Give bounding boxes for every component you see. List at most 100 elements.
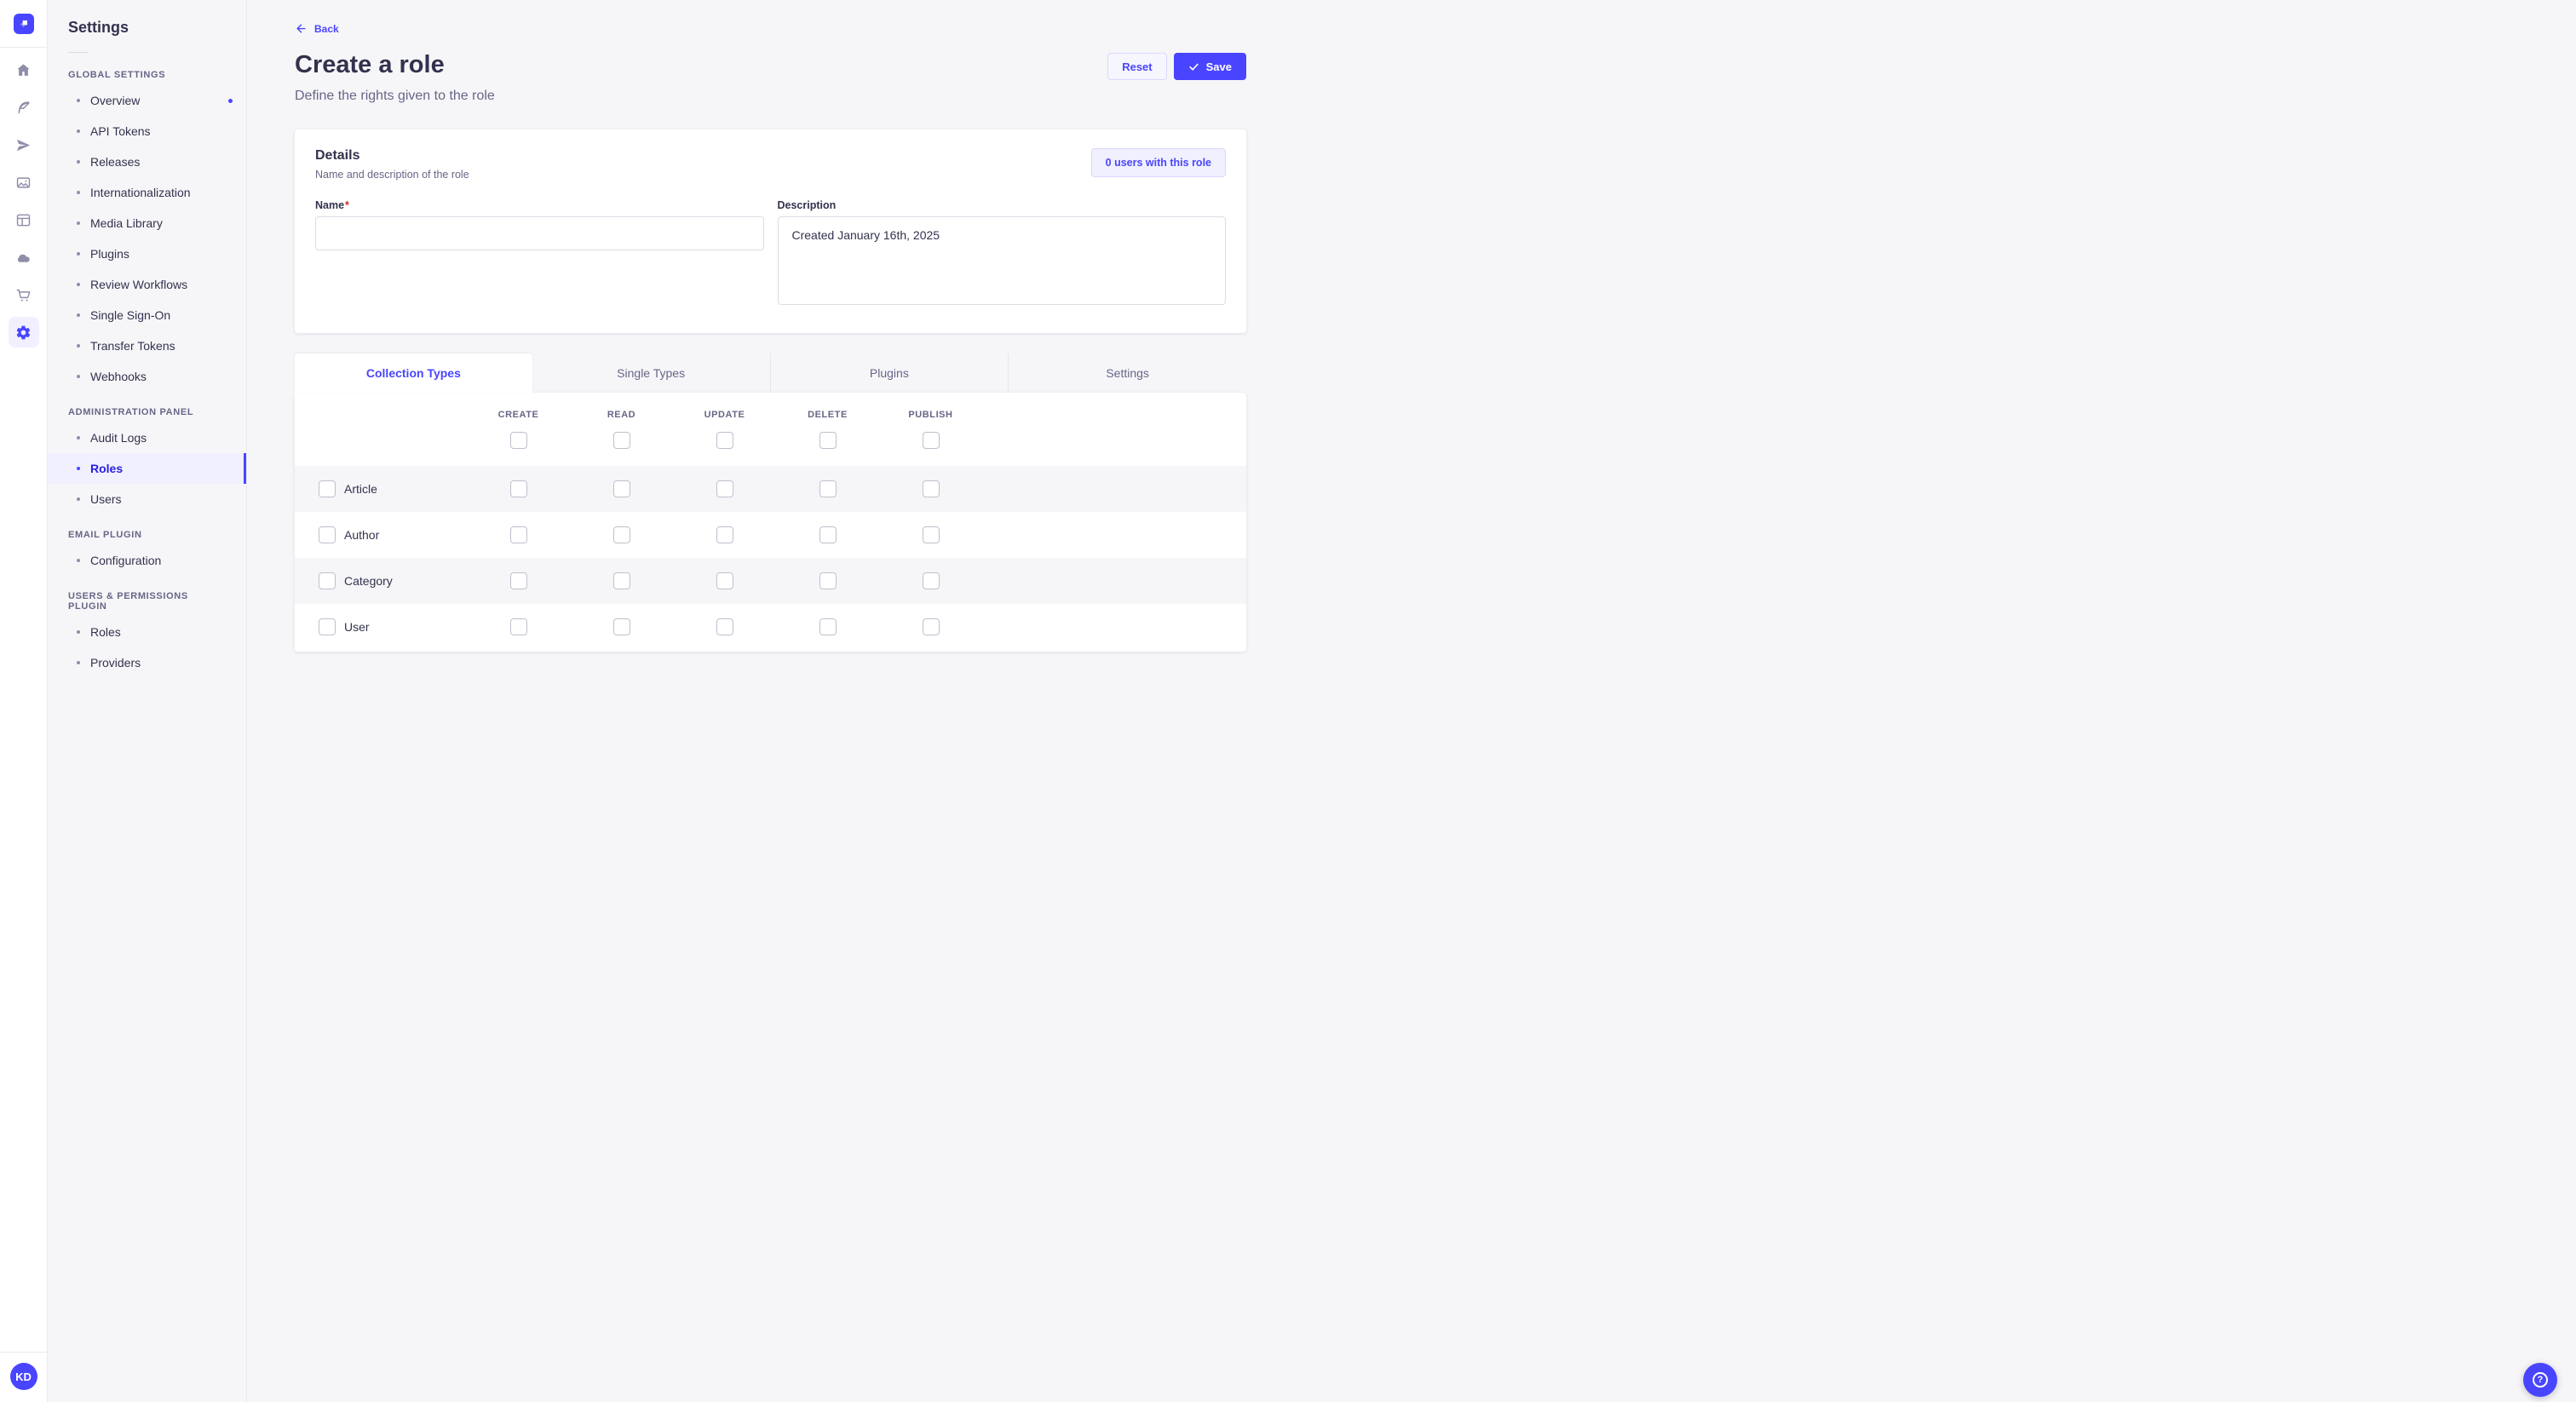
- back-link[interactable]: Back: [295, 22, 339, 35]
- select-all-publish-checkbox[interactable]: [922, 432, 940, 449]
- author-update-checkbox[interactable]: [716, 526, 733, 543]
- bullet-icon: [77, 497, 80, 501]
- nav-media-library-button[interactable]: [9, 167, 39, 198]
- details-subtitle: Name and description of the role: [315, 169, 469, 181]
- sidebar-item-configuration[interactable]: Configuration: [48, 545, 246, 576]
- section-label-email-plugin: EMAIL PLUGIN: [68, 530, 142, 540]
- nav-marketplace-button[interactable]: [9, 279, 39, 310]
- article-create-checkbox[interactable]: [509, 480, 527, 497]
- sidebar-item-review-workflows[interactable]: Review Workflows: [48, 269, 246, 300]
- article-publish-checkbox[interactable]: [922, 480, 940, 497]
- select-all-update-checkbox[interactable]: [716, 432, 733, 449]
- sidebar-title: Settings: [68, 19, 129, 36]
- article-update-checkbox[interactable]: [716, 480, 733, 497]
- details-title: Details: [315, 148, 360, 163]
- permission-row-author: Author: [295, 512, 1246, 558]
- sidebar-item-users[interactable]: Users: [48, 484, 246, 514]
- category-read-checkbox[interactable]: [612, 572, 630, 589]
- sidebar-item-label: Releases: [90, 155, 141, 169]
- user-update-checkbox[interactable]: [716, 618, 733, 635]
- permissions-tabs: Collection Types Single Types Plugins Setti…: [295, 353, 1246, 393]
- user-publish-checkbox[interactable]: [922, 618, 940, 635]
- author-read-checkbox[interactable]: [612, 526, 630, 543]
- article-read-checkbox[interactable]: [612, 480, 630, 497]
- sidebar-item-label: Review Workflows: [90, 278, 188, 291]
- nav-content-manager-button[interactable]: [9, 92, 39, 123]
- column-header-update: UPDATE: [704, 410, 745, 420]
- user-create-checkbox[interactable]: [509, 618, 527, 635]
- article-delete-checkbox[interactable]: [819, 480, 837, 497]
- category-delete-checkbox[interactable]: [819, 572, 837, 589]
- section-label-administration-panel: ADMINISTRATION PANEL: [68, 407, 194, 417]
- strapi-logo[interactable]: [13, 13, 34, 34]
- tab-settings[interactable]: Settings: [1008, 353, 1246, 393]
- content-type-name: Category: [344, 574, 393, 588]
- user-read-checkbox[interactable]: [612, 618, 630, 635]
- sidebar-item-single-sign-on[interactable]: Single Sign-On: [48, 300, 246, 330]
- details-card: Details Name and description of the role…: [295, 129, 1246, 333]
- description-field[interactable]: Created January 16th, 2025: [777, 216, 1226, 305]
- name-field[interactable]: [315, 216, 764, 250]
- sidebar-item-media-library[interactable]: Media Library: [48, 208, 246, 238]
- save-label: Save: [1205, 60, 1232, 73]
- select-all-delete-checkbox[interactable]: [819, 432, 837, 449]
- author-row-checkbox[interactable]: [319, 526, 336, 543]
- tab-plugins[interactable]: Plugins: [769, 353, 1009, 393]
- select-all-read-checkbox[interactable]: [612, 432, 630, 449]
- sidebar-item-audit-logs[interactable]: Audit Logs: [48, 422, 246, 453]
- sidebar-item-roles[interactable]: Roles: [48, 453, 246, 484]
- main-content: Back Create a role Reset Save Define the…: [247, 0, 1288, 652]
- category-publish-checkbox[interactable]: [922, 572, 940, 589]
- avatar[interactable]: KD: [9, 1363, 37, 1390]
- category-update-checkbox[interactable]: [716, 572, 733, 589]
- content-type-name: Author: [344, 528, 380, 542]
- category-create-checkbox[interactable]: [509, 572, 527, 589]
- column-header-create: CREATE: [497, 410, 539, 420]
- tab-collection-types[interactable]: Collection Types: [295, 353, 532, 393]
- nav-releases-button[interactable]: [9, 129, 39, 160]
- sidebar-item-api-tokens[interactable]: API Tokens: [48, 116, 246, 147]
- nav-settings-button[interactable]: [8, 317, 39, 348]
- settings-sidebar: Settings GLOBAL SETTINGS Overview API Toke…: [48, 0, 247, 1402]
- sidebar-item-roles[interactable]: Roles: [48, 617, 246, 647]
- sidebar-item-internationalization[interactable]: Internationalization: [48, 177, 246, 208]
- sidebar-item-label: Webhooks: [90, 370, 147, 383]
- sidebar-item-providers[interactable]: Providers: [48, 647, 246, 678]
- select-all-create-checkbox[interactable]: [509, 432, 527, 449]
- back-label: Back: [314, 22, 339, 35]
- author-publish-checkbox[interactable]: [922, 526, 940, 543]
- article-row-checkbox[interactable]: [319, 480, 336, 497]
- sidebar-item-transfer-tokens[interactable]: Transfer Tokens: [48, 330, 246, 361]
- question-mark-icon: ?: [2533, 1372, 2548, 1388]
- bullet-icon: [77, 436, 80, 440]
- sidebar-item-webhooks[interactable]: Webhooks: [48, 361, 246, 392]
- nav-home-button[interactable]: [9, 55, 39, 85]
- save-button[interactable]: Save: [1173, 53, 1246, 80]
- nav-deploy-button[interactable]: [9, 242, 39, 273]
- user-row-checkbox[interactable]: [319, 618, 336, 635]
- nav-content-type-builder-button[interactable]: [9, 204, 39, 235]
- help-button[interactable]: ?: [2523, 1363, 2557, 1397]
- sidebar-item-overview[interactable]: Overview: [48, 85, 246, 116]
- category-row-checkbox[interactable]: [319, 572, 336, 589]
- workspace-header: [0, 0, 47, 48]
- sidebar-item-releases[interactable]: Releases: [48, 147, 246, 177]
- column-header-read: READ: [607, 410, 636, 420]
- sidebar-item-label: Roles: [90, 625, 121, 639]
- author-create-checkbox[interactable]: [509, 526, 527, 543]
- bullet-icon: [77, 630, 80, 634]
- user-delete-checkbox[interactable]: [819, 618, 837, 635]
- sidebar-item-plugins[interactable]: Plugins: [48, 238, 246, 269]
- rail-footer: KD: [0, 1352, 47, 1402]
- permission-row-category: Category: [295, 558, 1246, 604]
- reset-button[interactable]: Reset: [1107, 53, 1167, 80]
- author-delete-checkbox[interactable]: [819, 526, 837, 543]
- users-with-role-button[interactable]: 0 users with this role: [1090, 148, 1226, 177]
- tab-single-types[interactable]: Single Types: [532, 353, 770, 393]
- media-library-icon: [15, 175, 32, 191]
- page-title: Create a role: [295, 51, 445, 78]
- bullet-icon: [77, 375, 80, 378]
- name-label: Name*: [315, 199, 349, 211]
- page-subtitle: Define the rights given to the role: [295, 89, 495, 103]
- content-type-name: Article: [344, 482, 377, 496]
